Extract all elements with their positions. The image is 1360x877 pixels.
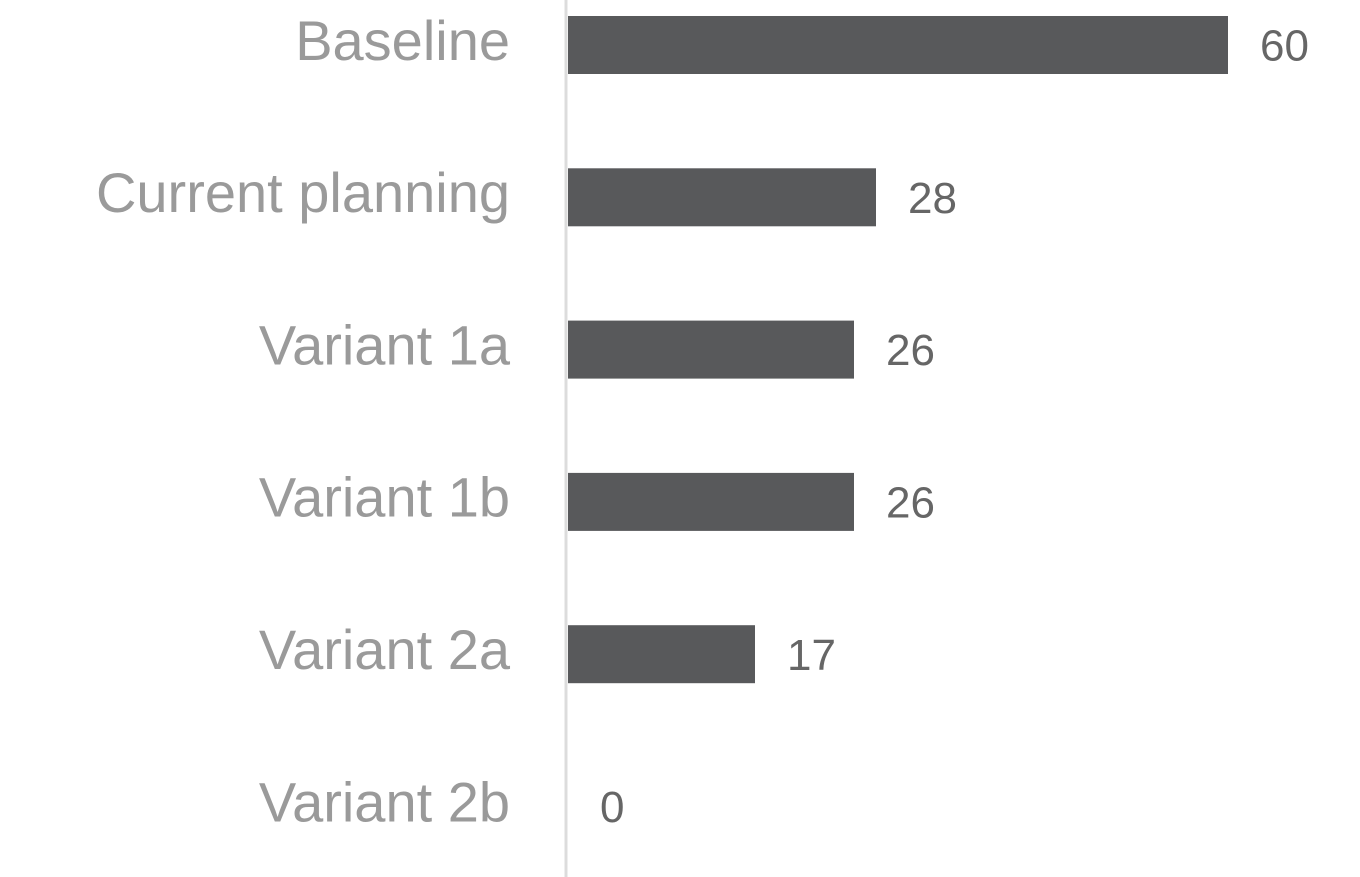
category-label: Current planning [96,161,510,224]
value-label: 26 [886,326,935,375]
category-label: Variant 2b [259,770,510,833]
category-label: Variant 2a [259,618,511,681]
category-label: Variant 1b [259,466,510,529]
category-label: Baseline [295,9,510,72]
bar [568,625,755,684]
value-label: 17 [787,631,836,680]
category-label: Variant 1a [259,313,511,376]
value-label: 0 [600,783,624,832]
bar [568,472,854,531]
value-label: 26 [886,479,935,528]
bar [568,16,1228,74]
value-label: 60 [1260,22,1309,71]
bar [568,168,876,227]
bar [568,320,854,379]
value-label: 28 [908,174,957,223]
